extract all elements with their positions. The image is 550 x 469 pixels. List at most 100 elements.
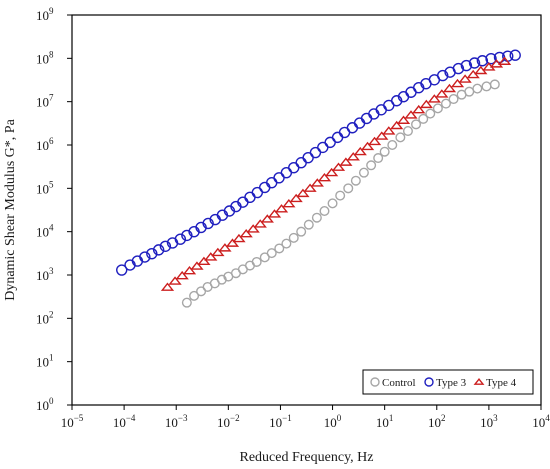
data-point — [225, 238, 240, 247]
legend-item: Control — [370, 377, 416, 389]
data-point — [317, 141, 329, 154]
data-point — [448, 94, 459, 105]
data-point — [246, 224, 260, 233]
data-point — [450, 78, 465, 88]
data-point — [280, 166, 293, 179]
data-point — [281, 238, 292, 249]
data-point — [168, 276, 182, 285]
data-point — [427, 94, 442, 103]
data-point — [273, 172, 285, 184]
data-point — [468, 57, 481, 69]
y-tick-label: 104 — [36, 223, 54, 240]
plot-area-frame — [71, 14, 542, 406]
data-point — [259, 181, 271, 194]
x-tick-label: 10−4 — [113, 413, 136, 430]
data-point — [375, 131, 389, 140]
x-tick-label: 10−5 — [61, 413, 84, 430]
x-tick-label: 100 — [324, 413, 342, 430]
data-point — [418, 113, 429, 124]
legend: Control Type 3 Type 4 — [362, 369, 534, 395]
data-point — [302, 151, 314, 164]
data-point — [319, 205, 330, 216]
data-point — [412, 104, 426, 114]
data-point — [395, 132, 406, 143]
data-point — [346, 152, 360, 161]
data-point — [435, 89, 449, 98]
series-type-4 — [160, 56, 512, 291]
data-point — [296, 226, 307, 237]
legend-label: Type 3 — [436, 377, 467, 389]
series-control — [181, 79, 500, 308]
data-point — [353, 117, 366, 129]
data-point — [375, 104, 387, 116]
data-point — [331, 162, 346, 171]
data-point — [282, 198, 296, 208]
data-point — [432, 103, 443, 114]
data-point — [346, 122, 359, 134]
data-point — [382, 126, 396, 135]
data-point — [367, 136, 382, 146]
y-tick-label: 106 — [36, 136, 54, 153]
x-tick-label: 101 — [376, 413, 394, 430]
data-point — [396, 115, 411, 124]
y-tick-label: 107 — [36, 93, 54, 110]
data-point — [289, 193, 303, 203]
data-point — [404, 110, 418, 119]
data-point — [460, 59, 473, 72]
data-point — [368, 108, 380, 120]
legend-item: Type 4 — [473, 377, 517, 389]
x-tick-label: 103 — [480, 413, 498, 430]
x-tick-label: 104 — [532, 413, 550, 430]
data-point — [174, 233, 187, 245]
legend-marker-icon — [370, 377, 380, 387]
data-point — [266, 248, 277, 259]
data-point — [324, 136, 336, 149]
data-point — [360, 141, 375, 151]
data-point — [182, 265, 197, 275]
data-point — [411, 119, 422, 130]
data-point — [343, 183, 354, 194]
data-point — [366, 160, 377, 171]
x-axis-title: Reduced Frequency, Hz — [240, 450, 374, 465]
legend-marker-icon — [473, 378, 485, 385]
data-point — [197, 256, 211, 266]
y-tick-label: 108 — [36, 49, 54, 66]
y-tick-label: 103 — [36, 266, 54, 283]
data-point — [485, 53, 497, 65]
data-point — [317, 172, 332, 182]
data-point — [152, 244, 165, 256]
data-point — [160, 282, 175, 291]
data-point — [390, 120, 404, 130]
legend-item: Type 3 — [424, 377, 467, 389]
data-point — [310, 178, 324, 187]
data-point — [442, 83, 457, 93]
data-point — [253, 219, 267, 228]
data-point — [211, 247, 225, 257]
data-point — [335, 190, 346, 201]
data-point — [139, 251, 151, 263]
data-point — [116, 264, 128, 276]
data-point — [476, 55, 489, 67]
x-axis-ticks: 10−5 10−4 10−3 10−2 10−1 100 101 102 103 104 — [61, 405, 550, 430]
data-point — [303, 219, 314, 230]
data-point — [452, 62, 465, 75]
data-point — [425, 108, 436, 119]
data-point — [360, 112, 373, 125]
y-tick-label: 101 — [36, 353, 54, 370]
legend-label: Type 4 — [486, 377, 517, 389]
data-point — [239, 229, 253, 238]
data-point — [232, 233, 246, 243]
data-point — [440, 98, 451, 109]
data-point — [387, 139, 398, 150]
data-point — [204, 252, 218, 261]
data-point — [311, 212, 322, 223]
data-point — [288, 232, 299, 243]
data-point — [379, 146, 390, 157]
data-point — [489, 79, 500, 90]
data-point — [358, 167, 369, 178]
data-point — [353, 146, 367, 156]
data-point — [402, 126, 413, 137]
data-point — [175, 270, 189, 280]
y-tick-label: 102 — [36, 309, 54, 326]
